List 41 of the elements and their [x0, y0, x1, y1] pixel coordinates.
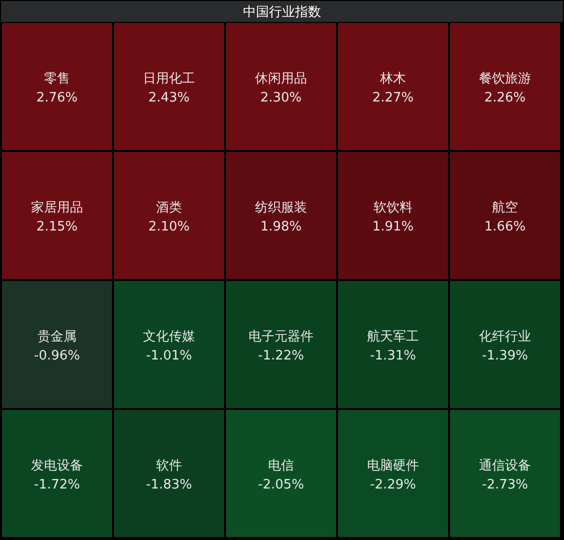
category-label: 林木	[379, 72, 406, 86]
category-label: 纺织服装	[255, 200, 307, 216]
category-label: 酒类	[156, 200, 182, 216]
category-label: 文化传媒	[143, 330, 195, 344]
category-label: 电脑硬件	[367, 458, 419, 474]
data-label: 1.91%	[372, 220, 414, 234]
category-label: 化纤行业	[479, 330, 531, 344]
data-label: 2.27%	[372, 90, 414, 106]
category-label: 软件	[156, 458, 182, 474]
data-label: -1.01%	[146, 348, 192, 364]
data-label: -1.39%	[482, 348, 528, 364]
category-label: 发电设备	[31, 458, 83, 474]
data-label: 2.43%	[148, 90, 190, 106]
category-label: 航空	[492, 200, 518, 216]
category-label: 贵金属	[38, 330, 76, 344]
category-label: 软饮料	[374, 200, 412, 216]
data-label: -2.73%	[482, 478, 528, 492]
category-label: 零售	[44, 72, 70, 86]
data-label: -1.31%	[370, 348, 416, 364]
data-label: -2.29%	[370, 478, 416, 492]
data-label: -1.72%	[34, 478, 80, 492]
category-label: 餐饮旅游	[479, 72, 531, 86]
category-label: 电子元器件	[248, 330, 314, 344]
category-label: 电信	[268, 458, 294, 474]
data-label: -1.83%	[146, 478, 192, 492]
data-label: 2.76%	[36, 90, 78, 106]
data-label: -0.96%	[34, 348, 80, 364]
category-label: 通信设备	[479, 458, 531, 474]
category-label: 家居用品	[31, 200, 83, 216]
text: 中国行业指数	[243, 5, 321, 20]
data-label: 1.98%	[260, 220, 302, 234]
data-label: -1.22%	[258, 348, 304, 364]
data-label: 2.10%	[148, 220, 190, 234]
data-label: 2.30%	[260, 90, 302, 106]
data-label: 2.26%	[484, 90, 526, 106]
data-label: 2.15%	[36, 220, 78, 234]
category-label: 休闲用品	[255, 72, 307, 86]
category-label: 航天军工	[367, 330, 419, 344]
data-label: 1.66%	[484, 220, 526, 234]
data-label: -2.05%	[258, 478, 304, 492]
category-label: 日用化工	[143, 72, 195, 86]
